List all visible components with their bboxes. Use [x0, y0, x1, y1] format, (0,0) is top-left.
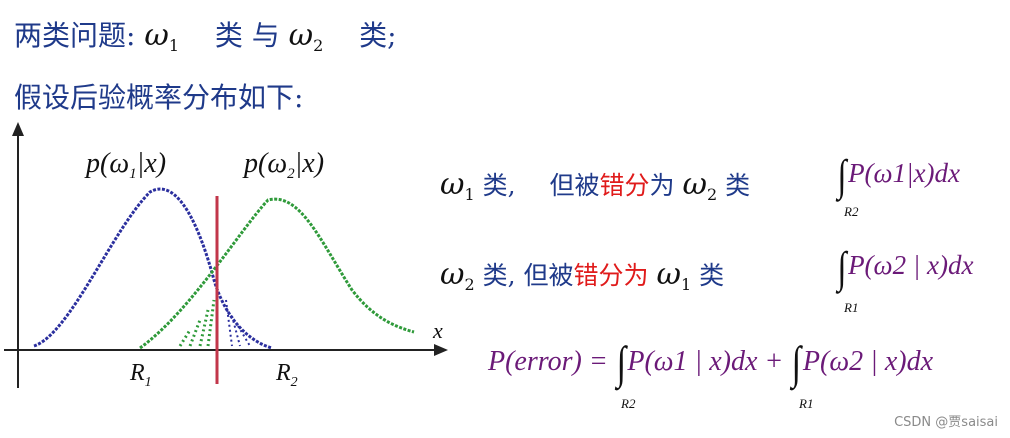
posterior-curve-class1	[33, 187, 273, 350]
rule2-lead-omega: ω2	[440, 257, 475, 294]
rule1-as: 为	[649, 171, 675, 200]
error-lhs: P(error) =	[488, 346, 608, 377]
integral1-limit: R2	[844, 204, 859, 219]
rule2-err: 错分为	[573, 261, 649, 290]
error-term1-limit: R2	[621, 396, 636, 411]
region2-label: R2	[275, 360, 298, 390]
rule1-lead-text: 类,	[482, 171, 516, 200]
integral-sign: ∫	[791, 337, 802, 388]
rule2-tail-omega: ω1	[656, 257, 692, 294]
class-word: 类	[214, 19, 243, 52]
watermark: CSDN @贾saisai	[894, 415, 998, 430]
assumption-line: 假设后验概率分布如下:	[14, 81, 304, 114]
rule1-tail-text: 类	[725, 171, 751, 200]
error-term1: P(ω1 | x)dx +	[627, 346, 784, 377]
integral1-body: P(ω1|x)dx	[848, 158, 960, 188]
rule1-err: 错分	[599, 171, 650, 200]
rule2-but: 但被	[523, 261, 574, 290]
error-term2-limit: R1	[799, 396, 814, 411]
integral-sign: ∫	[837, 243, 847, 292]
posterior1-label: p(ω1|x)	[84, 148, 166, 182]
error-term2: P(ω2 | x)dx	[802, 346, 933, 377]
misclassification-rule-1: ω1 类, 但被错分为 ω2 类	[440, 166, 750, 204]
integral2-body: P(ω2 | x)dx	[848, 250, 974, 280]
omega2-symbol: ω2	[288, 18, 324, 55]
rule1-tail-omega: ω2	[682, 167, 718, 204]
overlap-region-class1	[225, 299, 251, 347]
y-axis-arrow	[12, 122, 24, 136]
misclassification-rule-2: ω2 类, 但被错分为 ω1 类	[440, 256, 724, 294]
rule1-lead-omega: ω1	[440, 167, 475, 204]
posterior-diagram: p(ω1|x) p(ω2|x) x R1 R2	[4, 122, 448, 390]
problem-prefix: 两类问题:	[14, 19, 136, 52]
integral-sign: ∫	[616, 337, 626, 388]
posterior2-sub: 2	[287, 166, 295, 182]
region1-label: R1	[129, 360, 152, 390]
integral2-limit: R1	[844, 300, 859, 315]
posterior1-sub: 1	[129, 166, 137, 182]
omega1-symbol: ω1	[144, 18, 179, 55]
integral-rule-1: ∫P(ω1|x)dx R2	[836, 150, 960, 219]
posterior-curve-class2	[139, 197, 415, 350]
x-axis-arrow	[434, 344, 448, 356]
overlap-region-class2	[178, 299, 216, 347]
rule1-but: 但被	[549, 171, 600, 200]
error-probability-formula: P(error) = ∫P(ω1 | x)dx + ∫P(ω2 | x)dx R…	[488, 336, 933, 411]
posterior1-rest: |x)	[137, 148, 166, 179]
integral-rule-2: ∫P(ω2 | x)dx R1	[836, 242, 974, 315]
integral-sign: ∫	[837, 151, 847, 200]
posterior2-p: p(ω	[242, 148, 287, 179]
rule2-lead-text: 类,	[482, 261, 516, 290]
posterior2-rest: |x)	[295, 148, 324, 179]
rule2-tail-text: 类	[699, 261, 725, 290]
posterior1-p: p(ω	[84, 148, 129, 179]
class-word-end: 类;	[359, 19, 397, 52]
x-axis-label: x	[432, 318, 443, 343]
posterior2-label: p(ω2|x)	[242, 148, 324, 182]
and-word: 与	[251, 19, 280, 52]
problem-statement: 两类问题: ω1 类 与 ω2 类;	[14, 14, 397, 55]
